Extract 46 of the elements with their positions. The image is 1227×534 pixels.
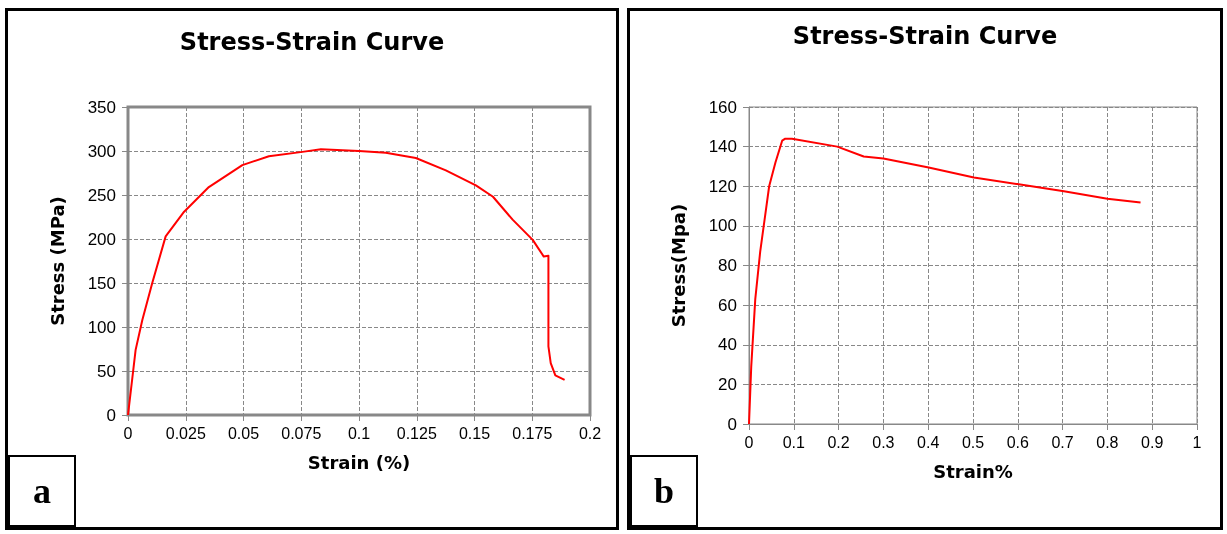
y-tick-label: 100	[87, 317, 116, 337]
y-tick-label: 300	[87, 141, 116, 161]
chart-title: Stress-Strain Curve	[792, 22, 1058, 50]
x-tick-label: 0.2	[578, 424, 602, 442]
x-tick-label: 0.2	[827, 433, 850, 451]
x-tick-label: 0.175	[512, 424, 553, 442]
y-tick-label: 250	[87, 185, 116, 205]
y-axis-title: Stress (MPa)	[46, 196, 68, 326]
y-tick-label: 0	[106, 405, 116, 425]
y-tick-label: 120	[708, 176, 737, 196]
y-axis-title: Stress(Mpa)	[667, 203, 689, 328]
x-tick-label: 0.1	[347, 424, 371, 442]
y-tick-label: 100	[708, 216, 737, 236]
x-tick-label: 0.8	[1096, 433, 1119, 451]
chart-title: Stress-Strain Curve	[179, 28, 445, 56]
x-tick-label: 0.5	[961, 433, 985, 451]
y-tick-label: 80	[718, 256, 737, 275]
x-tick-label: 0.3	[872, 433, 895, 451]
x-tick-label: 0.15	[458, 424, 491, 442]
x-tick-label: 0.6	[1006, 433, 1030, 451]
y-tick-label: 20	[718, 374, 737, 394]
y-tick-label: 150	[87, 273, 116, 293]
y-tick-label: 60	[718, 295, 737, 315]
x-tick-label: 0.1	[782, 433, 806, 451]
x-tick-label: 0	[123, 424, 133, 442]
y-tick-label: 50	[97, 361, 116, 381]
x-axis-title: Strain (%)	[307, 451, 411, 473]
x-axis-title: Strain%	[933, 460, 1013, 482]
x-tick-label: 0.4	[917, 433, 940, 451]
y-tick-label: 350	[87, 97, 116, 117]
y-tick-label: 40	[718, 335, 737, 355]
line-series	[748, 137, 1142, 425]
text: b	[653, 471, 675, 511]
x-tick-label: 0	[744, 433, 754, 451]
x-tick-label: 0.05	[227, 424, 260, 442]
text: a	[33, 471, 51, 511]
x-tick-label: 0.125	[396, 424, 437, 442]
y-tick-label: 200	[87, 229, 116, 249]
x-tick-label: 0.025	[165, 424, 206, 442]
x-tick-label: 0.9	[1141, 433, 1164, 451]
x-tick-label: 1	[1192, 433, 1202, 451]
x-tick-label: 0.7	[1051, 433, 1074, 451]
line-series	[127, 148, 566, 416]
y-tick-label: 160	[708, 97, 737, 117]
y-tick-label: 140	[708, 137, 737, 157]
x-tick-label: 0.075	[281, 424, 322, 442]
